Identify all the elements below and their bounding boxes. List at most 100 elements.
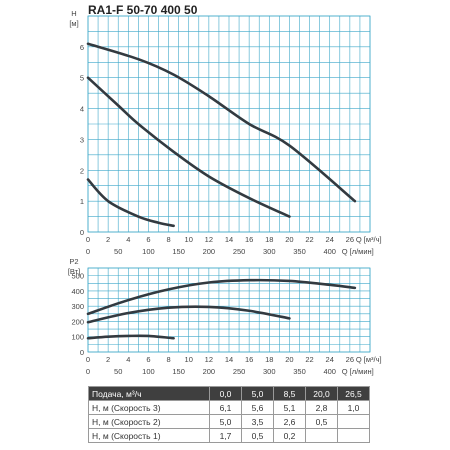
head-x-tick-label: 22 (305, 235, 313, 244)
table-cell: 20,0 (305, 386, 338, 401)
table-cell: 5,1 (273, 400, 306, 415)
power-curve-1 (86, 278, 357, 316)
head-x-tick-label: 8 (166, 235, 170, 244)
performance-table: Подача, м³/ч 0,0 5,0 8,5 20,0 26,5 H, м (Скоро… (88, 386, 370, 443)
head-x-tick-label: 6 (146, 235, 150, 244)
power-y-tick-label: 200 (71, 317, 84, 326)
table-cell: 2,8 (305, 400, 338, 415)
power-x-tick-label: 8 (166, 355, 170, 364)
head-x-tick-label: 12 (205, 235, 213, 244)
power-x2-tick-label: 200 (203, 367, 216, 376)
table-row: H, м (Скорость 3) 6,1 5,6 5,1 2,8 1,0 (88, 400, 370, 415)
head-curve-3 (86, 178, 175, 228)
head-y-tick-label: 1 (80, 197, 84, 206)
power-x-tick-label: 0 (86, 355, 90, 364)
head-y-label: H (71, 9, 76, 18)
head-curve-1 (86, 42, 357, 203)
head-y-tick-label: 5 (80, 74, 84, 83)
power-x-tick-label: 6 (146, 355, 150, 364)
table-row-label: H, м (Скорость 3) (88, 400, 210, 415)
table-cell: 1,7 (209, 428, 242, 443)
table-row-label: H, м (Скорость 2) (88, 414, 210, 429)
power-x-tick-label: 26 (346, 355, 354, 364)
table-cell: 3,5 (241, 414, 274, 429)
table-row-label: Подача, м³/ч (88, 386, 210, 401)
head-x-tick-label: 20 (285, 235, 293, 244)
power-x-tick-label: 24 (326, 355, 334, 364)
table-cell: 0,2 (273, 428, 306, 443)
table-cell: 2,6 (273, 414, 306, 429)
table-cell: 1,0 (337, 400, 370, 415)
head-y-tick-label: 3 (80, 135, 84, 144)
power-x-tick-label: 10 (185, 355, 193, 364)
power-x2-tick-label: 150 (172, 367, 185, 376)
power-curve-3 (86, 334, 175, 340)
power-y-tick-label: 500 (71, 272, 84, 281)
head-x-tick-label: 10 (185, 235, 193, 244)
power-y-tick-label: 100 (71, 333, 84, 342)
table-row: H, м (Скорость 2) 5,0 3,5 2,6 0,5 (88, 414, 370, 429)
head-x2-tick-label: 100 (142, 247, 155, 256)
head-frame (87, 15, 371, 233)
head-x-tick-label: 2 (106, 235, 110, 244)
power-y-label: P2 (69, 257, 78, 266)
head-x2-tick-label: 0 (86, 247, 90, 256)
head-x-tick-label: 14 (225, 235, 233, 244)
table-cell: 5,0 (209, 414, 242, 429)
power-x2-tick-label: 300 (263, 367, 276, 376)
head-x-tick-label: 24 (326, 235, 334, 244)
power-x2-tick-label: 100 (142, 367, 155, 376)
power-x-tick-label: 14 (225, 355, 233, 364)
power-frame (87, 267, 371, 353)
table-cell: 6,1 (209, 400, 242, 415)
table-cell: 5,0 (241, 386, 274, 401)
power-x2-tick-label: 400 (323, 367, 336, 376)
power-x-tick-label: 12 (205, 355, 213, 364)
power-x-tick-label: 2 (106, 355, 110, 364)
table-header-row: Подача, м³/ч 0,0 5,0 8,5 20,0 26,5 (88, 386, 370, 401)
head-x2-tick-label: 400 (323, 247, 336, 256)
power-x2-tick-label: 50 (114, 367, 122, 376)
head-x2-tick-label: 200 (203, 247, 216, 256)
head-x-tick-label: 18 (265, 235, 273, 244)
table-cell: 8,5 (273, 386, 306, 401)
head-x2-tick-label: 250 (233, 247, 246, 256)
power-x2-unit: Q [л/мин] (342, 367, 374, 376)
head-x2-unit: Q [л/мин] (342, 247, 374, 256)
power-x2-tick-label: 0 (86, 367, 90, 376)
power-curve-2 (86, 305, 291, 324)
table-cell (337, 414, 370, 429)
head-x-tick-label: 16 (245, 235, 253, 244)
head-x2-tick-label: 50 (114, 247, 122, 256)
head-x2-tick-label: 350 (293, 247, 306, 256)
power-x2-tick-label: 350 (293, 367, 306, 376)
head-curve-2 (86, 76, 291, 218)
power-x2-tick-label: 250 (233, 367, 246, 376)
table-cell (305, 428, 338, 443)
head-x-tick-label: 4 (126, 235, 130, 244)
table-row: H, м (Скорость 1) 1,7 0,5 0,2 (88, 428, 370, 443)
power-x-unit: Q [м³/ч] (356, 355, 382, 364)
power-x-tick-label: 4 (126, 355, 130, 364)
head-y-tick-label: 6 (80, 43, 84, 52)
power-y-tick-label: 0 (80, 348, 84, 357)
head-x-tick-label: 26 (346, 235, 354, 244)
head-y-tick-label: 2 (80, 166, 84, 175)
power-x-tick-label: 16 (245, 355, 253, 364)
head-x2-tick-label: 150 (172, 247, 185, 256)
power-y-tick-label: 400 (71, 287, 84, 296)
power-y-unit: [Вт] (68, 267, 80, 276)
table-cell: 26,5 (337, 386, 370, 401)
head-y-tick-label: 4 (80, 105, 84, 114)
table-cell: 0,5 (241, 428, 274, 443)
power-x-tick-label: 18 (265, 355, 273, 364)
head-x2-tick-label: 300 (263, 247, 276, 256)
head-y-unit: [м] (69, 19, 78, 28)
table-row-label: H, м (Скорость 1) (88, 428, 210, 443)
power-y-tick-label: 300 (71, 302, 84, 311)
table-cell: 0,0 (209, 386, 242, 401)
table-cell (337, 428, 370, 443)
head-x-unit: Q [м³/ч] (356, 235, 382, 244)
head-y-tick-label: 0 (80, 228, 84, 237)
